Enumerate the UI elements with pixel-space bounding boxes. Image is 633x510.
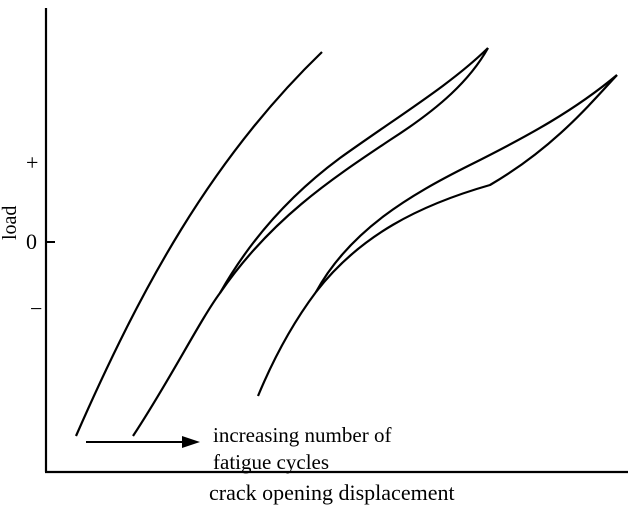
- curve-3-lower-branch: [256, 74, 618, 397]
- x-axis-label: crack opening displacement: [209, 480, 455, 505]
- curve-3-loop: [256, 74, 618, 397]
- curve-2-loop: [132, 47, 489, 437]
- arrow-head: [182, 436, 200, 448]
- increasing-cycles-arrow: [86, 436, 200, 448]
- curve-1: [74, 51, 323, 437]
- y-tick-label-plus: +: [26, 150, 39, 175]
- cycles-annotation-line-2: fatigue cycles: [213, 450, 330, 474]
- y-tick-label-zero: 0: [26, 229, 37, 254]
- y-tick-label-minus: −: [30, 296, 43, 321]
- curve-3-upper-branch: [315, 74, 618, 293]
- curve-2-lower-branch: [132, 47, 489, 437]
- curve-2-upper-branch: [219, 47, 489, 294]
- cycles-annotation-line-1: increasing number of: [213, 423, 392, 447]
- cycles-annotation: increasing number of fatigue cycles: [213, 422, 391, 476]
- y-axis-label: load: [0, 205, 21, 240]
